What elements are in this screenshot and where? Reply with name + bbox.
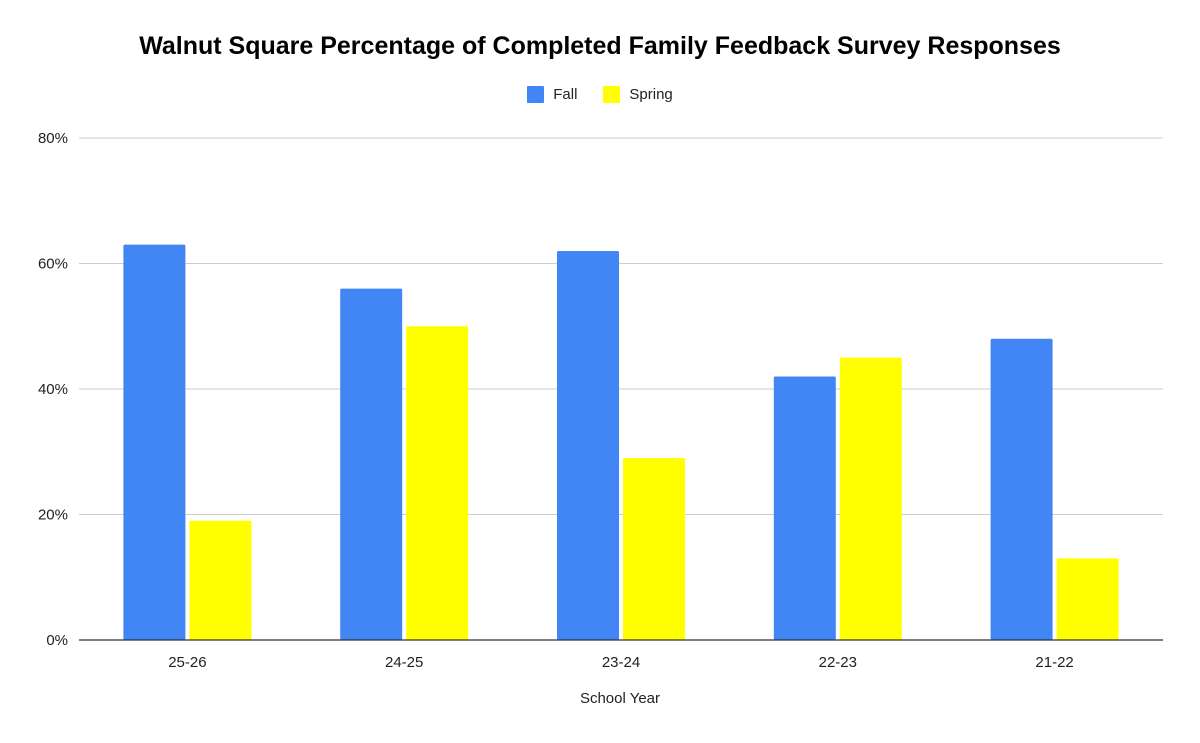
bar-fall-23-24	[557, 250, 619, 640]
y-tick-label: 40%	[38, 381, 68, 398]
legend-item-fall: Fall	[527, 86, 577, 103]
y-tick-label: 0%	[46, 632, 68, 649]
y-tick-label: 60%	[38, 256, 68, 273]
bar-spring-24-25	[406, 326, 469, 640]
legend-label-fall: Fall	[553, 86, 578, 103]
bar-fall-25-26	[123, 244, 186, 641]
bar-spring-21-22	[1056, 558, 1119, 640]
bar-fall-21-22	[990, 338, 1053, 640]
bar-spring-25-26	[189, 520, 252, 640]
bar-fall-22-23	[773, 376, 836, 640]
legend-swatch-spring	[603, 86, 621, 103]
x-tick-label: 24-25	[385, 654, 423, 671]
legend-swatch-fall	[527, 86, 545, 103]
x-tick-label: 22-23	[819, 654, 857, 671]
legend-label-spring: Spring	[629, 86, 673, 103]
bar-spring-23-24	[623, 458, 685, 640]
x-axis-title: School Year	[580, 690, 660, 707]
axes: 0% 20% 40% 60% 80% 25-26 24-25 23-24 22-23 21-22	[38, 130, 1163, 671]
y-tick-label: 20%	[38, 507, 68, 524]
bar-spring-22-23	[839, 357, 902, 640]
x-tick-label: 21-22	[1035, 654, 1073, 671]
chart-title: Walnut Square Percentage of Completed Fa…	[139, 32, 1061, 60]
bar-fall-24-25	[340, 288, 403, 640]
legend-item-spring: Spring	[603, 86, 673, 103]
y-tick-label: 80%	[38, 130, 68, 147]
x-tick-label: 23-24	[602, 654, 640, 671]
x-tick-label: 25-26	[168, 654, 206, 671]
gridlines	[79, 137, 1163, 515]
bars	[123, 244, 1119, 641]
legend: Fall Spring	[0, 86, 1200, 103]
